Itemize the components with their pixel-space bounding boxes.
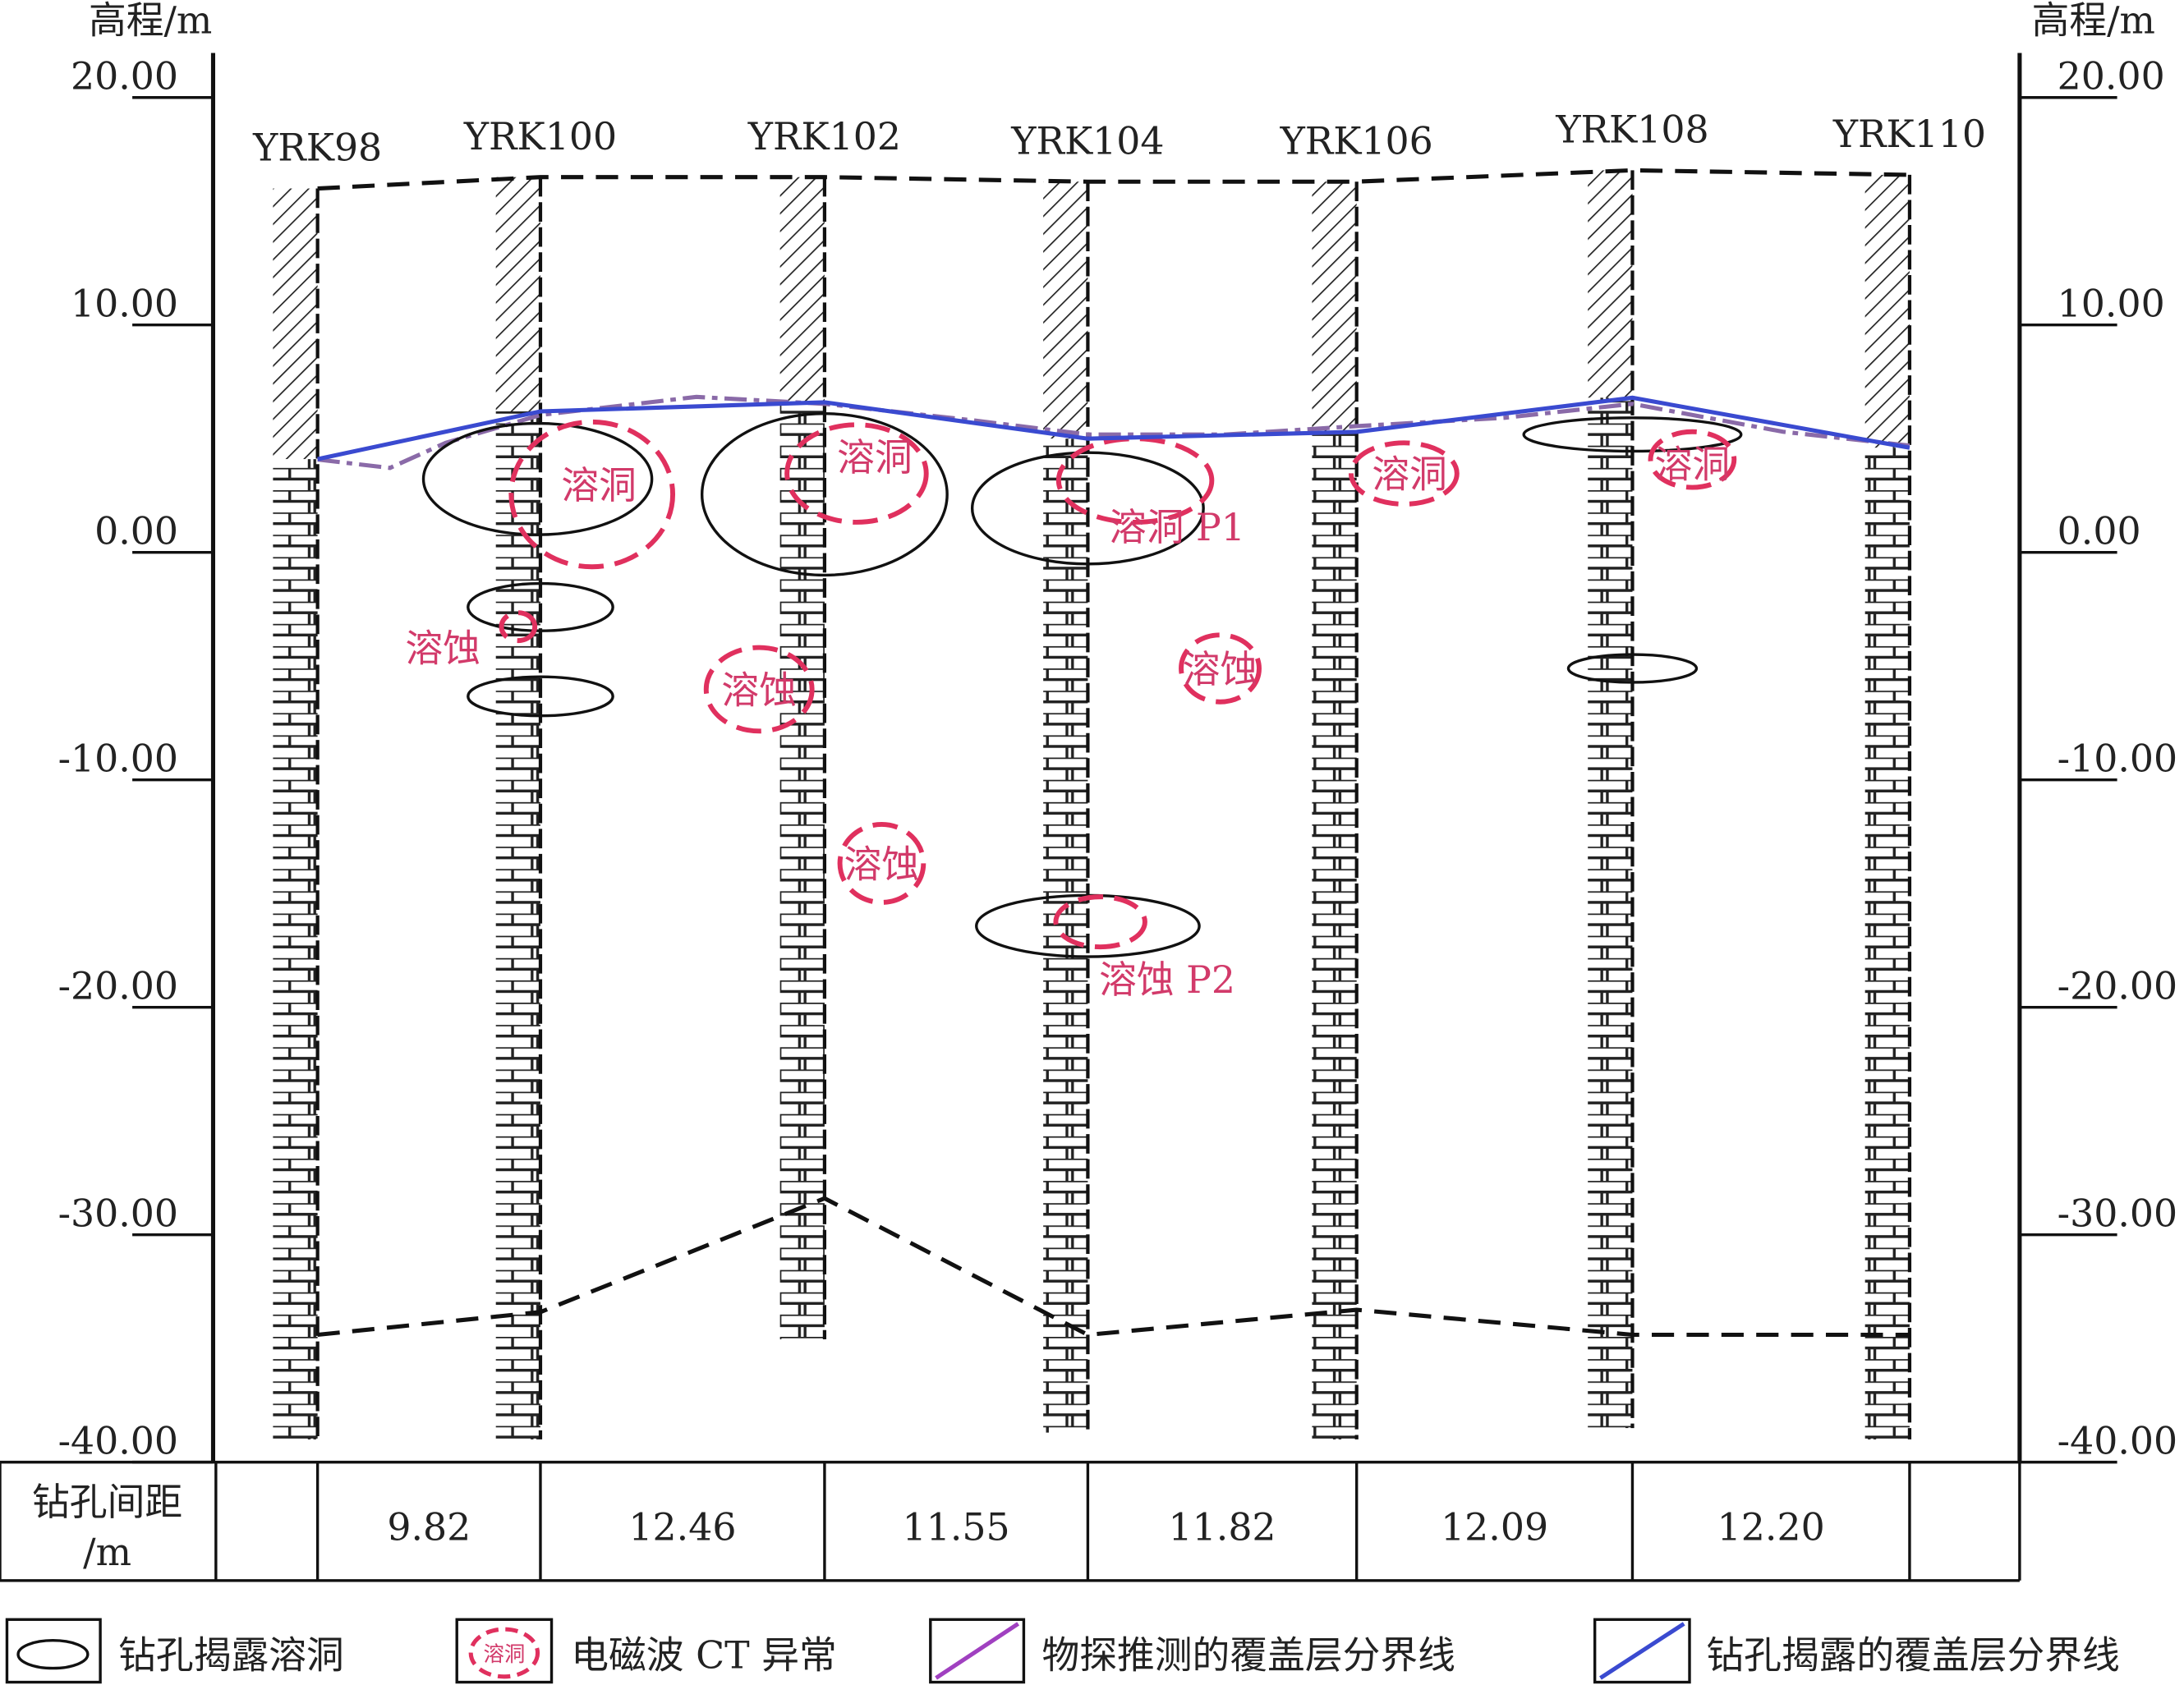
- spacing-value: 11.82: [1169, 1506, 1276, 1550]
- overburden: [1312, 181, 1357, 432]
- ct-anomalies: [499, 419, 1737, 950]
- annotation: 溶蚀: [844, 842, 920, 886]
- y-tick-label-right: -20.00: [2058, 964, 2177, 1008]
- annotation: 溶蚀 P2: [1099, 958, 1235, 1002]
- annotation: 溶蚀: [721, 668, 797, 712]
- y-tick-label-right: 20.00: [2058, 55, 2165, 99]
- axis-title-right: 高程/m: [2032, 0, 2155, 43]
- borehole-name: YRK104: [1010, 119, 1164, 163]
- overburden: [1043, 181, 1088, 439]
- y-tick-label-right: -10.00: [2058, 737, 2177, 781]
- spacing-value: 9.82: [387, 1506, 471, 1550]
- karst-base-boundary: [317, 1196, 1910, 1338]
- y-tick-label: 10.00: [71, 282, 178, 326]
- y-tick-label: -40.00: [58, 1419, 178, 1462]
- spacing-value: 12.09: [1441, 1506, 1548, 1550]
- overburden: [495, 177, 540, 411]
- legend-label: 钻孔揭露溶洞: [118, 1634, 344, 1678]
- annotation: 溶洞: [1655, 443, 1731, 487]
- y-tick-label: -20.00: [58, 964, 178, 1008]
- spacing-table: [0, 1460, 2021, 1582]
- y-tick-label: -10.00: [58, 737, 178, 781]
- table-header: 钻孔间距: [32, 1481, 182, 1524]
- borehole-name: YRK110: [1832, 112, 1986, 156]
- spacing-value: 11.55: [903, 1506, 1010, 1550]
- legend: 钻孔揭露溶洞 溶洞 电磁波 CT 异常 物探推测的覆盖层分界线 钻孔揭露的覆盖层…: [5, 1618, 2120, 1684]
- legend-icon-text: 溶洞: [483, 1641, 525, 1666]
- annotation: 溶洞 P1: [1109, 506, 1245, 549]
- limestone: [1588, 397, 1633, 1429]
- annotation: 溶洞: [1372, 453, 1447, 497]
- y-tick-label: 0.00: [94, 510, 178, 553]
- y-tick-label-right: -30.00: [2058, 1191, 2177, 1235]
- legend-label: 电磁波 CT 异常: [571, 1634, 836, 1678]
- y-tick-label: -30.00: [58, 1191, 178, 1235]
- overburden: [779, 177, 825, 402]
- borehole-name: YRK102: [747, 115, 901, 158]
- legend-label: 钻孔揭露的覆盖层分界线: [1706, 1634, 2119, 1678]
- borehole-name: YRK106: [1280, 119, 1433, 163]
- spacing-value: 12.46: [628, 1506, 736, 1550]
- axis-title-left: 高程/m: [89, 0, 212, 43]
- annotation: 溶洞: [837, 436, 913, 480]
- borehole-name: YRK108: [1555, 108, 1708, 151]
- boreholes: [273, 170, 1912, 1439]
- annotation: 溶蚀: [405, 627, 480, 671]
- annotation: 溶蚀: [1183, 648, 1258, 691]
- geophysics-boundary: [317, 394, 1910, 471]
- limestone: [495, 411, 540, 1439]
- table-header: /m: [83, 1531, 131, 1574]
- overburden: [273, 188, 318, 460]
- limestone: [1312, 431, 1357, 1439]
- y-tick-label-right: -40.00: [2058, 1419, 2177, 1462]
- limestone: [1864, 448, 1910, 1439]
- legend-label: 物探推测的覆盖层分界线: [1041, 1634, 1455, 1678]
- drilled-boundary: [317, 395, 1910, 461]
- limestone: [779, 402, 825, 1340]
- borehole-name: YRK100: [463, 115, 617, 158]
- y-tick-label-right: 0.00: [2058, 510, 2141, 553]
- overburden: [1864, 174, 1910, 448]
- annotation: 溶洞: [561, 464, 637, 507]
- borehole-name: YRK98: [252, 126, 382, 170]
- limestone: [273, 459, 318, 1439]
- spacing-value: 12.20: [1717, 1506, 1825, 1550]
- overburden: [1588, 170, 1633, 398]
- top-boundary: [317, 168, 1910, 191]
- y-tick-label: 20.00: [71, 55, 178, 99]
- y-tick-label-right: 10.00: [2058, 282, 2165, 326]
